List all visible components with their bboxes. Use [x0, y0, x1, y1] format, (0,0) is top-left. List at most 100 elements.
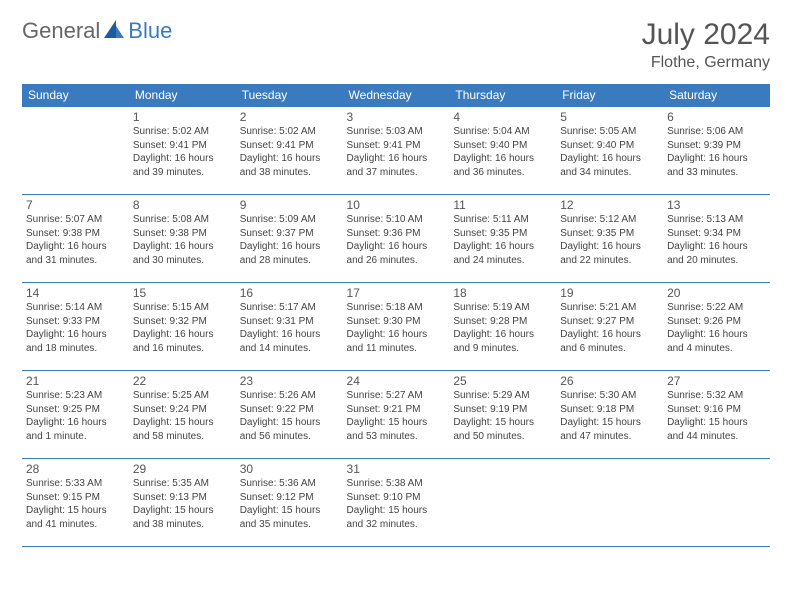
day-header: Saturday — [663, 84, 770, 107]
week-row: 28Sunrise: 5:33 AMSunset: 9:15 PMDayligh… — [22, 459, 770, 547]
sunset-text: Sunset: 9:35 PM — [560, 227, 659, 241]
day-info: Sunrise: 5:22 AMSunset: 9:26 PMDaylight:… — [667, 301, 766, 355]
day-info: Sunrise: 5:18 AMSunset: 9:30 PMDaylight:… — [347, 301, 446, 355]
sunrise-text: Sunrise: 5:21 AM — [560, 301, 659, 315]
day-cell: 5Sunrise: 5:05 AMSunset: 9:40 PMDaylight… — [556, 107, 663, 195]
sunset-text: Sunset: 9:25 PM — [26, 403, 125, 417]
day-number: 29 — [133, 462, 232, 476]
day-info: Sunrise: 5:26 AMSunset: 9:22 PMDaylight:… — [240, 389, 339, 443]
day-number: 30 — [240, 462, 339, 476]
day-cell: 20Sunrise: 5:22 AMSunset: 9:26 PMDayligh… — [663, 283, 770, 371]
sunset-text: Sunset: 9:36 PM — [347, 227, 446, 241]
day-info: Sunrise: 5:03 AMSunset: 9:41 PMDaylight:… — [347, 125, 446, 179]
day-info: Sunrise: 5:33 AMSunset: 9:15 PMDaylight:… — [26, 477, 125, 531]
day-cell: 1Sunrise: 5:02 AMSunset: 9:41 PMDaylight… — [129, 107, 236, 195]
week-row: 14Sunrise: 5:14 AMSunset: 9:33 PMDayligh… — [22, 283, 770, 371]
day-cell: 9Sunrise: 5:09 AMSunset: 9:37 PMDaylight… — [236, 195, 343, 283]
sunrise-text: Sunrise: 5:33 AM — [26, 477, 125, 491]
day-info: Sunrise: 5:06 AMSunset: 9:39 PMDaylight:… — [667, 125, 766, 179]
sunrise-text: Sunrise: 5:35 AM — [133, 477, 232, 491]
day-number: 13 — [667, 198, 766, 212]
sunrise-text: Sunrise: 5:36 AM — [240, 477, 339, 491]
sunrise-text: Sunrise: 5:30 AM — [560, 389, 659, 403]
day-number: 28 — [26, 462, 125, 476]
day-cell: 28Sunrise: 5:33 AMSunset: 9:15 PMDayligh… — [22, 459, 129, 547]
day-info: Sunrise: 5:08 AMSunset: 9:38 PMDaylight:… — [133, 213, 232, 267]
day-info: Sunrise: 5:36 AMSunset: 9:12 PMDaylight:… — [240, 477, 339, 531]
day-cell: 22Sunrise: 5:25 AMSunset: 9:24 PMDayligh… — [129, 371, 236, 459]
day-cell: 15Sunrise: 5:15 AMSunset: 9:32 PMDayligh… — [129, 283, 236, 371]
day-cell: 24Sunrise: 5:27 AMSunset: 9:21 PMDayligh… — [343, 371, 450, 459]
sunset-text: Sunset: 9:16 PM — [667, 403, 766, 417]
day-info: Sunrise: 5:02 AMSunset: 9:41 PMDaylight:… — [240, 125, 339, 179]
day-cell: 13Sunrise: 5:13 AMSunset: 9:34 PMDayligh… — [663, 195, 770, 283]
sunrise-text: Sunrise: 5:17 AM — [240, 301, 339, 315]
daylight-text: Daylight: 16 hours and 33 minutes. — [667, 152, 766, 179]
daylight-text: Daylight: 15 hours and 50 minutes. — [453, 416, 552, 443]
day-cell: 8Sunrise: 5:08 AMSunset: 9:38 PMDaylight… — [129, 195, 236, 283]
sunrise-text: Sunrise: 5:32 AM — [667, 389, 766, 403]
day-info: Sunrise: 5:30 AMSunset: 9:18 PMDaylight:… — [560, 389, 659, 443]
daylight-text: Daylight: 16 hours and 34 minutes. — [560, 152, 659, 179]
sunrise-text: Sunrise: 5:18 AM — [347, 301, 446, 315]
day-info: Sunrise: 5:19 AMSunset: 9:28 PMDaylight:… — [453, 301, 552, 355]
day-number: 1 — [133, 110, 232, 124]
day-info: Sunrise: 5:29 AMSunset: 9:19 PMDaylight:… — [453, 389, 552, 443]
day-cell — [22, 107, 129, 195]
day-number: 3 — [347, 110, 446, 124]
sunrise-text: Sunrise: 5:02 AM — [133, 125, 232, 139]
daylight-text: Daylight: 16 hours and 39 minutes. — [133, 152, 232, 179]
day-header: Friday — [556, 84, 663, 107]
day-header-row: SundayMondayTuesdayWednesdayThursdayFrid… — [22, 84, 770, 107]
day-number: 25 — [453, 374, 552, 388]
daylight-text: Daylight: 16 hours and 9 minutes. — [453, 328, 552, 355]
day-header: Monday — [129, 84, 236, 107]
sunrise-text: Sunrise: 5:23 AM — [26, 389, 125, 403]
sunset-text: Sunset: 9:26 PM — [667, 315, 766, 329]
calendar-body: 1Sunrise: 5:02 AMSunset: 9:41 PMDaylight… — [22, 107, 770, 547]
sunset-text: Sunset: 9:18 PM — [560, 403, 659, 417]
day-cell: 4Sunrise: 5:04 AMSunset: 9:40 PMDaylight… — [449, 107, 556, 195]
sunset-text: Sunset: 9:38 PM — [26, 227, 125, 241]
day-cell: 2Sunrise: 5:02 AMSunset: 9:41 PMDaylight… — [236, 107, 343, 195]
day-number: 19 — [560, 286, 659, 300]
day-info: Sunrise: 5:38 AMSunset: 9:10 PMDaylight:… — [347, 477, 446, 531]
day-cell: 14Sunrise: 5:14 AMSunset: 9:33 PMDayligh… — [22, 283, 129, 371]
sunrise-text: Sunrise: 5:02 AM — [240, 125, 339, 139]
day-number: 27 — [667, 374, 766, 388]
day-number: 17 — [347, 286, 446, 300]
sunrise-text: Sunrise: 5:19 AM — [453, 301, 552, 315]
sunset-text: Sunset: 9:37 PM — [240, 227, 339, 241]
daylight-text: Daylight: 16 hours and 1 minute. — [26, 416, 125, 443]
sunrise-text: Sunrise: 5:06 AM — [667, 125, 766, 139]
daylight-text: Daylight: 15 hours and 35 minutes. — [240, 504, 339, 531]
week-row: 1Sunrise: 5:02 AMSunset: 9:41 PMDaylight… — [22, 107, 770, 195]
sunset-text: Sunset: 9:22 PM — [240, 403, 339, 417]
sunset-text: Sunset: 9:39 PM — [667, 139, 766, 153]
day-info: Sunrise: 5:13 AMSunset: 9:34 PMDaylight:… — [667, 213, 766, 267]
sunrise-text: Sunrise: 5:11 AM — [453, 213, 552, 227]
calendar-table: SundayMondayTuesdayWednesdayThursdayFrid… — [22, 84, 770, 547]
day-info: Sunrise: 5:27 AMSunset: 9:21 PMDaylight:… — [347, 389, 446, 443]
day-number: 7 — [26, 198, 125, 212]
day-number: 2 — [240, 110, 339, 124]
sunset-text: Sunset: 9:31 PM — [240, 315, 339, 329]
sunset-text: Sunset: 9:21 PM — [347, 403, 446, 417]
daylight-text: Daylight: 16 hours and 6 minutes. — [560, 328, 659, 355]
daylight-text: Daylight: 16 hours and 16 minutes. — [133, 328, 232, 355]
day-number: 11 — [453, 198, 552, 212]
daylight-text: Daylight: 16 hours and 20 minutes. — [667, 240, 766, 267]
page-header: General Blue July 2024 Flothe, Germany — [22, 18, 770, 72]
daylight-text: Daylight: 16 hours and 38 minutes. — [240, 152, 339, 179]
sunset-text: Sunset: 9:13 PM — [133, 491, 232, 505]
day-number: 12 — [560, 198, 659, 212]
day-cell — [556, 459, 663, 547]
sunset-text: Sunset: 9:41 PM — [133, 139, 232, 153]
day-number: 5 — [560, 110, 659, 124]
day-info: Sunrise: 5:25 AMSunset: 9:24 PMDaylight:… — [133, 389, 232, 443]
daylight-text: Daylight: 16 hours and 4 minutes. — [667, 328, 766, 355]
sunrise-text: Sunrise: 5:09 AM — [240, 213, 339, 227]
day-cell — [449, 459, 556, 547]
sunset-text: Sunset: 9:33 PM — [26, 315, 125, 329]
sunset-text: Sunset: 9:38 PM — [133, 227, 232, 241]
